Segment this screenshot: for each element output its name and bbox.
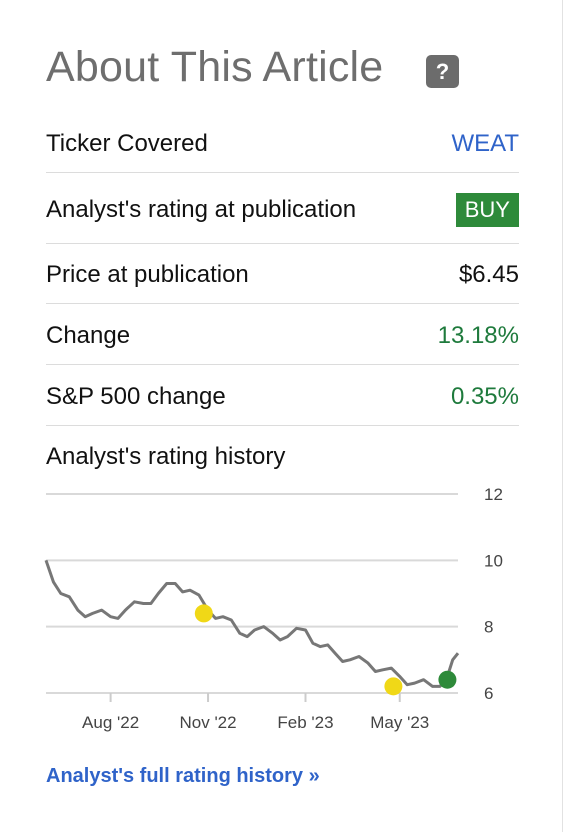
- change-label: Change: [46, 322, 131, 349]
- change-value: 13.18%: [437, 322, 519, 349]
- sp500-row: S&P 500 change 0.35%: [46, 365, 519, 426]
- x-tick-label: Nov '22: [179, 713, 236, 732]
- buy-badge: BUY: [455, 193, 519, 227]
- change-row: Change 13.18%: [46, 304, 519, 365]
- x-tick-label: May '23: [370, 713, 429, 732]
- ticker-link[interactable]: WEAT: [451, 130, 519, 157]
- price-row: Price at publication $6.45: [46, 244, 519, 304]
- hold-rating-marker[interactable]: [384, 677, 403, 696]
- y-tick-label: 6: [484, 684, 493, 703]
- price-label: Price at publication: [46, 261, 249, 288]
- rating-history-chart: 12 10 8 6 Aug '22 Nov '22 Feb '23 May '23: [44, 485, 503, 732]
- x-tick-label: Aug '22: [82, 713, 139, 732]
- sp500-label: S&P 500 change: [46, 383, 226, 410]
- price-value: $6.45: [458, 261, 519, 288]
- sp500-value: 0.35%: [450, 383, 519, 410]
- buy-rating-marker[interactable]: [438, 670, 457, 689]
- price-line: [44, 559, 460, 688]
- y-tick-label: 12: [484, 485, 503, 504]
- rating-row: Analyst's rating at publication BUY: [46, 174, 519, 244]
- y-tick-label: 8: [484, 618, 493, 637]
- ticker-label: Ticker Covered: [46, 130, 208, 157]
- y-tick-label: 10: [484, 551, 503, 570]
- hold-rating-marker[interactable]: [194, 604, 213, 623]
- full-rating-history-link[interactable]: Analyst's full rating history »: [46, 765, 320, 787]
- rating-history-label: Analyst's rating history: [46, 443, 286, 470]
- help-icon[interactable]: ?: [426, 55, 459, 88]
- rating-label: Analyst's rating at publication: [46, 196, 357, 223]
- ticker-row: Ticker Covered WEAT: [46, 113, 519, 173]
- panel-title: About This Article: [46, 43, 384, 91]
- x-tick-label: Feb '23: [277, 713, 333, 732]
